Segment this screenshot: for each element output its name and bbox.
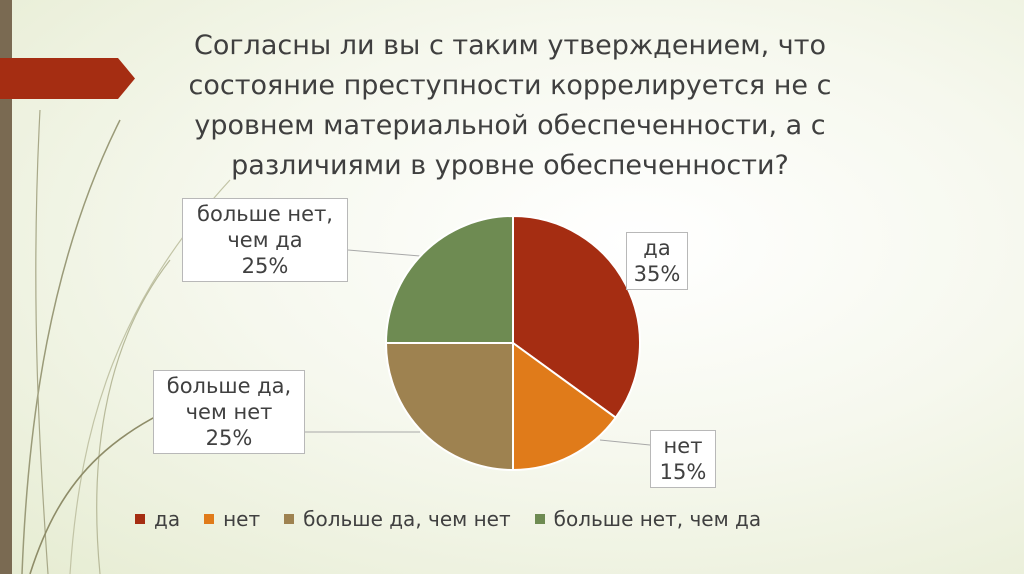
label-value: 35%	[633, 262, 681, 286]
legend-item-da: да	[135, 507, 180, 531]
legend-item-bolshe-da: больше да, чем нет	[284, 507, 511, 531]
leader-line	[347, 249, 421, 257]
deco-curve	[96, 259, 171, 574]
deco-curve	[21, 119, 121, 574]
deco-curve	[35, 109, 49, 574]
pie-slice-net	[512, 341, 618, 472]
legend-item-net: нет	[204, 507, 260, 531]
legend-swatch	[284, 514, 295, 524]
label-category-line1: больше да,	[166, 374, 292, 398]
data-label-bolshe-da: больше да, чем нет 25%	[153, 370, 305, 454]
data-label-bolshe-net: больше нет, чем да 25%	[182, 198, 348, 282]
chart-legend: да нет больше да, чем нет больше нет, че…	[135, 507, 785, 531]
pie-slice-bolshe-da	[384, 342, 514, 472]
legend-label: да	[154, 507, 181, 531]
data-label-da: да 35%	[626, 232, 688, 290]
pie-slice-bolshe-net	[384, 214, 514, 344]
label-category: нет	[663, 434, 703, 458]
label-value: 25%	[241, 254, 289, 278]
legend-label: больше нет, чем да	[553, 507, 762, 531]
sidebar-stripe	[0, 0, 12, 574]
legend-label: нет	[223, 507, 261, 531]
legend-item-bolshe-net: больше нет, чем да	[534, 507, 762, 531]
data-label-net: нет 15%	[650, 430, 716, 488]
title-line-4: различиями в уровне обеспеченности?	[231, 150, 789, 181]
label-value: 15%	[659, 460, 707, 484]
title-line-2: состояние преступности коррелируется не …	[188, 70, 832, 101]
label-category-line1: больше нет,	[197, 202, 333, 226]
label-category-line2: чем нет	[185, 400, 273, 424]
label-category-line2: чем да	[227, 228, 303, 252]
legend-swatch	[204, 514, 215, 524]
title-accent-tab	[0, 58, 135, 99]
legend-label: больше да, чем нет	[303, 507, 511, 531]
title-line-1: Согласны ли вы с таким утверждением, что	[194, 30, 826, 61]
label-value: 25%	[205, 426, 253, 450]
title-line-3: уровнем материальной обеспеченности, а с	[194, 110, 826, 141]
legend-swatch	[534, 514, 545, 524]
slide-title: Согласны ли вы с таким утверждением, что…	[160, 26, 860, 186]
label-category: да	[643, 236, 671, 260]
legend-swatch	[135, 514, 145, 524]
